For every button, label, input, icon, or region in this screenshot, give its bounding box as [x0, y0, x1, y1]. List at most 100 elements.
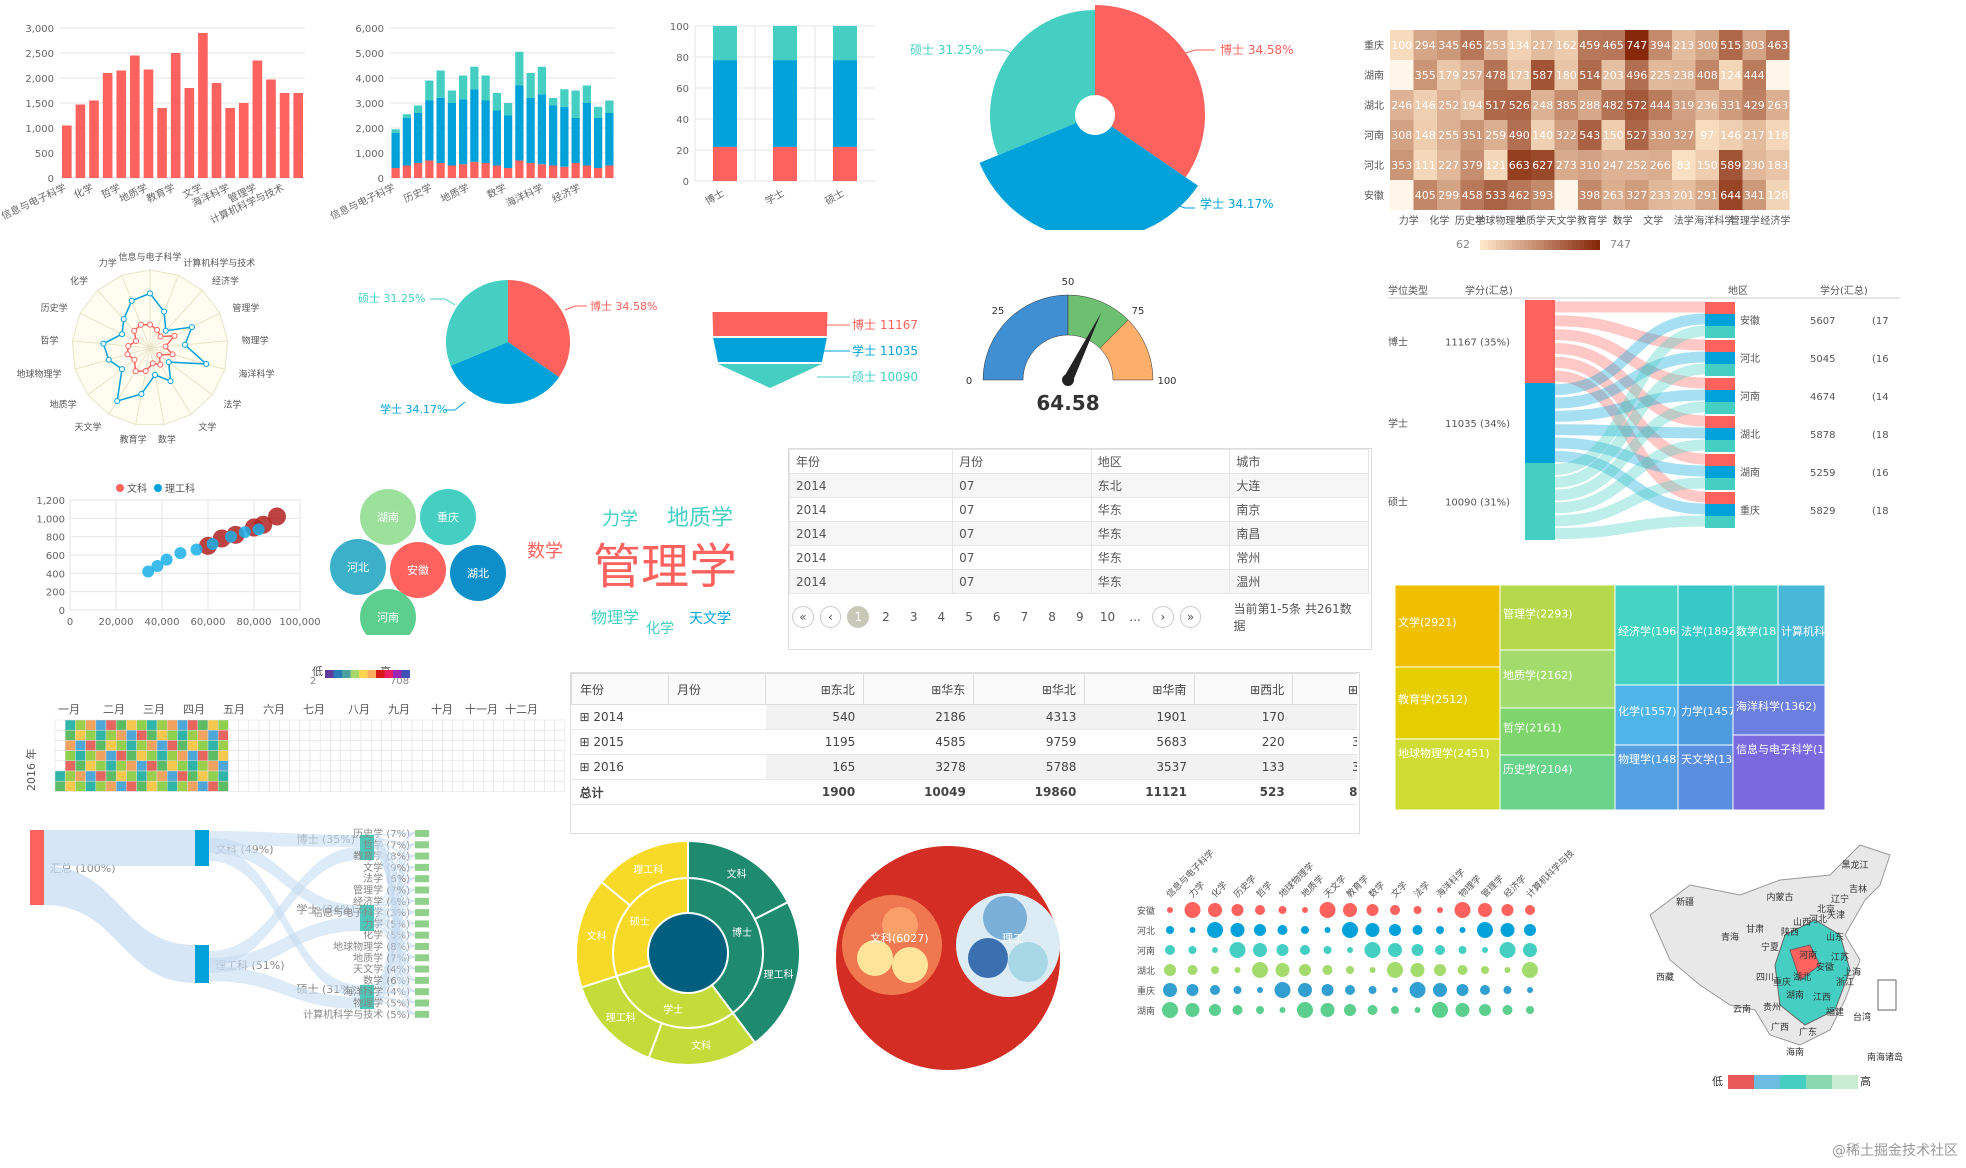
y-tick-label: 400 — [46, 569, 65, 580]
bar — [252, 60, 263, 178]
page-button[interactable]: 2 — [882, 610, 890, 624]
sankey-leaf — [415, 830, 429, 837]
table-row[interactable]: 2014 07 华东 南昌 — [788, 521, 1369, 546]
page-button[interactable]: 4 — [937, 610, 946, 624]
page-button[interactable]: 5 — [965, 610, 973, 624]
calendar-day — [452, 760, 464, 772]
heat-cell — [1390, 30, 1414, 60]
cell: 133 — [1194, 754, 1293, 780]
sankey-leaf — [415, 999, 429, 1007]
table-row[interactable]: 2014 07 华东 温州 — [788, 569, 1369, 594]
bubble-label: 湖北 — [467, 567, 489, 580]
bar-segment — [773, 146, 797, 181]
map-label: 天津 — [1827, 910, 1845, 921]
heat-value: 173 — [1509, 69, 1530, 82]
legend-gradient — [342, 670, 351, 678]
calendar-day — [442, 760, 454, 772]
x-tick-label: 60,000 — [191, 617, 226, 628]
pie-slice — [508, 280, 570, 378]
map-label: 青海 — [1721, 931, 1739, 943]
pivot-header[interactable]: ⊞西南 — [1292, 673, 1357, 705]
sankey-link — [373, 979, 416, 990]
calendar-day — [289, 719, 301, 731]
pie-chart-1: 博士 34.58% 学士 34.17% 硕士 31.25% — [910, 5, 1294, 230]
page-button[interactable]: 1 — [847, 606, 870, 628]
heat-value: 327 — [1673, 129, 1694, 142]
col-label: 教育学 — [1344, 873, 1372, 901]
pivot-header[interactable]: ⊞华南 — [1083, 673, 1196, 705]
treemap-label: 物理学(1482) — [1618, 752, 1688, 766]
heat-cell — [1719, 30, 1743, 60]
calendar-day — [95, 719, 107, 731]
calendar-day — [350, 729, 362, 741]
pivot-row[interactable]: ⊞ 2015 11954585975956832203989 — [571, 729, 1357, 755]
calendar-day — [503, 719, 515, 731]
pivot-header[interactable]: ⊞华东 — [862, 673, 975, 705]
x-tick-label: 信息与电子科学 — [0, 181, 68, 222]
leaf-label: 物理学 (5%) — [353, 997, 410, 1010]
pivot-header[interactable]: ⊞西北 — [1194, 673, 1294, 705]
cell — [668, 704, 766, 730]
calendar-day — [462, 780, 474, 792]
table-header[interactable]: 年份 — [788, 449, 954, 474]
table-row[interactable]: 2014 07 东北 大连 — [788, 473, 1369, 498]
table-row[interactable]: 2014 07 华东 南京 — [788, 497, 1369, 522]
first-page-button[interactable]: « — [792, 606, 814, 628]
table-header[interactable]: 月份 — [952, 449, 1092, 474]
table-row[interactable]: 2014 07 华东 常州 — [788, 545, 1369, 570]
page-button[interactable]: 6 — [992, 610, 1001, 624]
map-label: 上海 — [1843, 966, 1861, 978]
page-button[interactable]: 9 — [1075, 610, 1084, 624]
calendar-day — [177, 750, 188, 762]
calendar-day — [421, 750, 433, 762]
calendar-day — [166, 770, 178, 782]
pack-circle — [882, 907, 918, 943]
pivot-row[interactable]: ⊞ 2016 1653278578835371333249 — [571, 754, 1357, 780]
table-header[interactable]: 地区 — [1090, 449, 1231, 474]
map-label: 广西 — [1771, 1021, 1789, 1033]
pivot-header[interactable]: 月份 — [668, 673, 766, 705]
page-button[interactable]: 7 — [1020, 610, 1029, 624]
heat-cell — [1578, 180, 1602, 210]
calendar-day — [156, 780, 168, 792]
calendar-day — [360, 750, 372, 762]
pivot-row[interactable]: ⊞ 2014 540218643131901170961 — [571, 704, 1357, 730]
cell[interactable]: ⊞ 2015 — [571, 729, 669, 755]
node-pct: (16 — [1872, 468, 1889, 479]
bar-segment — [560, 106, 569, 167]
punch-dot — [1254, 924, 1266, 936]
last-page-button[interactable]: » — [1179, 606, 1202, 628]
bubble-label: 安徽 — [407, 563, 429, 577]
prev-page-button[interactable]: ‹ — [819, 606, 842, 628]
pivot-header[interactable]: ⊞东北 — [765, 673, 864, 705]
sankey-link — [1554, 313, 1706, 396]
legend-gradient — [325, 670, 334, 678]
next-page-button[interactable]: › — [1152, 606, 1174, 628]
calendar-day — [166, 750, 178, 762]
heat-value: 263 — [1603, 189, 1624, 202]
heat-cell — [1484, 30, 1508, 60]
map-label: 黑龙江 — [1841, 859, 1868, 871]
bar-segment — [526, 98, 535, 163]
cell: 540 — [765, 704, 864, 730]
pivot-header[interactable]: ⊞华北 — [973, 673, 1085, 705]
calendar-day — [360, 760, 372, 772]
y-tick-label: 1,000 — [36, 514, 65, 525]
leaf-label: 计算机科学与技术 (5%) — [303, 1008, 410, 1021]
sankey-link — [209, 847, 360, 966]
punch-dot — [1412, 925, 1423, 935]
cell[interactable]: ⊞ 2014 — [571, 704, 669, 730]
table-header[interactable]: 城市 — [1229, 449, 1369, 474]
label-line — [564, 305, 587, 311]
punch-dot — [1457, 965, 1468, 975]
page-button[interactable]: 8 — [1048, 610, 1056, 624]
cell[interactable]: ⊞ 2016 — [571, 754, 669, 780]
bar-segment — [414, 113, 423, 163]
bar — [143, 69, 154, 178]
radar-indicator: 地质学 — [50, 398, 77, 410]
page-button[interactable]: 3 — [909, 610, 918, 624]
page-button[interactable]: 10 — [1099, 610, 1116, 624]
punch-dot — [1233, 986, 1242, 994]
punch-dot — [1274, 982, 1291, 998]
pivot-header[interactable]: 年份 — [571, 673, 669, 705]
